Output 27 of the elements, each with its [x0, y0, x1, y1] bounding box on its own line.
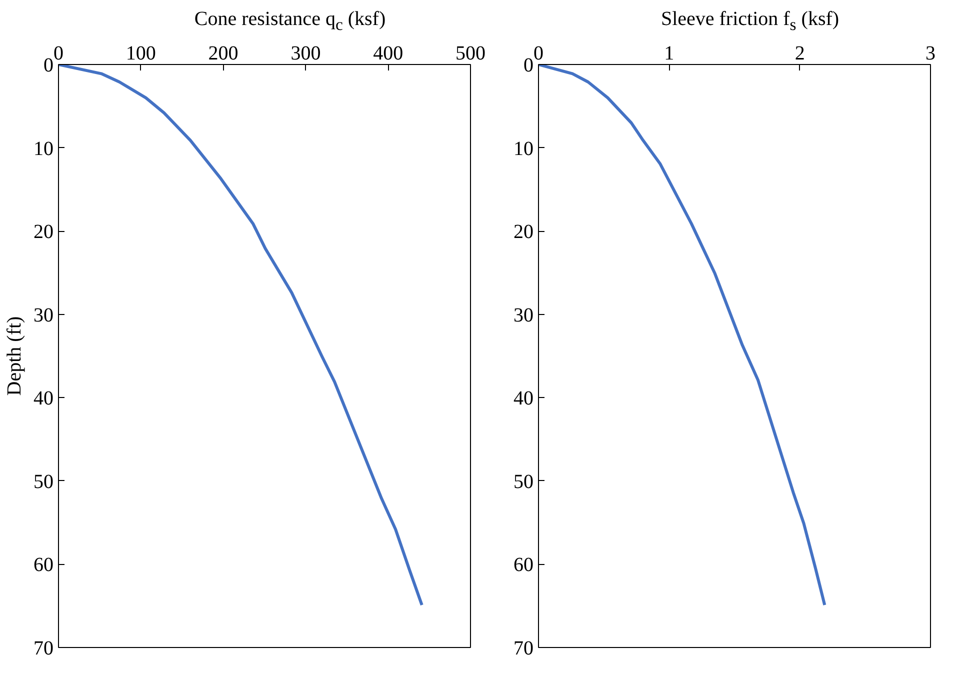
x-tick-label: 200	[208, 42, 238, 64]
y-tick-label: 10	[34, 138, 54, 160]
y-axis-title: Depth (ft)	[4, 316, 26, 396]
y-tick-label: 20	[34, 221, 54, 244]
y-tick-label: 40	[514, 388, 534, 410]
y-tick-label: 50	[514, 470, 534, 493]
x-tick-label: 2	[794, 42, 805, 64]
y-tick-label: 20	[514, 221, 534, 244]
line-series	[58, 64, 424, 607]
x-tick-label: 1	[664, 42, 674, 64]
y-tick-label: 30	[34, 304, 54, 326]
x-tick-label: 3	[926, 42, 936, 64]
y-tick-label: 70	[514, 638, 534, 660]
y-tick-label: 10	[514, 138, 534, 160]
y-tick-label: 70	[34, 638, 54, 660]
x-tick-label: 300	[290, 42, 321, 64]
x-tick-label: 400	[373, 42, 404, 64]
y-tick-label: 60	[514, 554, 534, 576]
x-axis-title: Cone resistance q$_{c}$ (ksf)	[194, 7, 386, 36]
x-axis-title: Sleeve friction f$_{s}$ (ksf)	[660, 7, 840, 36]
y-tick-label: 50	[34, 470, 54, 493]
y-tick-label: 60	[34, 554, 54, 576]
x-tick-label: 100	[126, 42, 156, 64]
line-series	[538, 64, 826, 607]
y-tick-label: 40	[34, 388, 54, 410]
x-tick-label: 500	[456, 42, 486, 64]
y-tick-label: 30	[514, 304, 534, 326]
